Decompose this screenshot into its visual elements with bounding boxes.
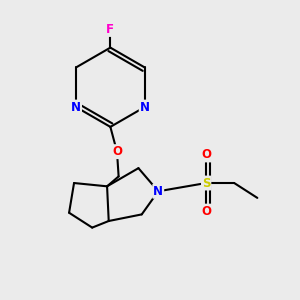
Text: S: S [202,176,210,190]
Text: O: O [201,205,211,218]
Text: N: N [140,100,150,114]
Text: N: N [153,185,163,198]
Text: O: O [201,148,211,161]
Text: O: O [112,145,122,158]
Text: N: N [71,100,81,114]
Text: F: F [106,23,114,36]
